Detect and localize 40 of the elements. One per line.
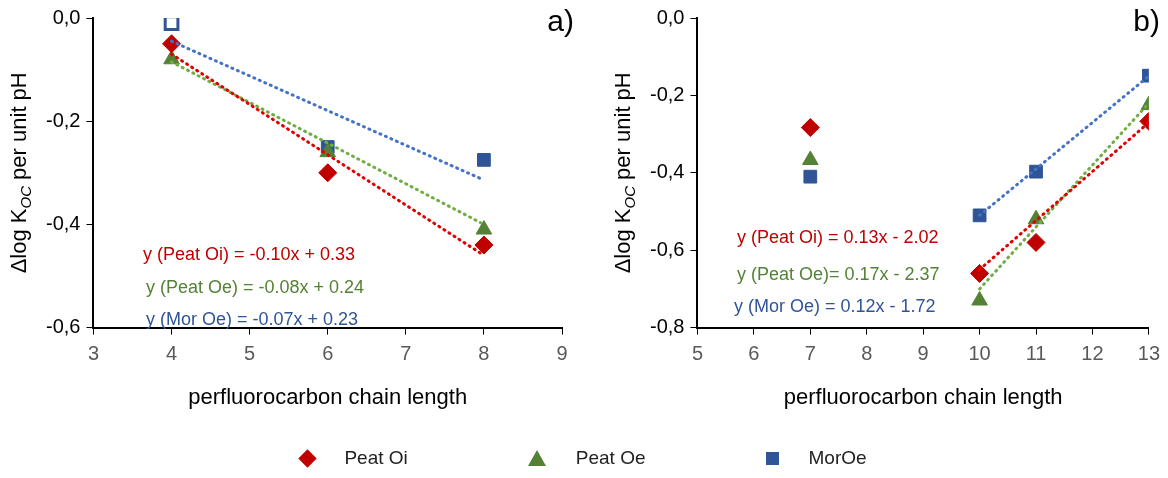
annotation: y (Mor Oe) = 0.12x - 1.72 <box>734 295 936 316</box>
x-tick-label: 5 <box>244 342 256 365</box>
y-tick-label: -0,2 <box>649 82 685 105</box>
legend-label: Peat Oi <box>344 447 408 469</box>
x-tick-label: 7 <box>400 342 412 365</box>
x-tick-label: 4 <box>165 342 178 365</box>
y-tick-label: -0,6 <box>45 315 81 338</box>
x-tick-label: 5 <box>691 342 704 365</box>
y-axis-title: Δlog KOC per unit pH <box>610 72 639 274</box>
y-tick-label: 0,0 <box>52 5 81 28</box>
y-tick-label: -0,6 <box>649 237 685 260</box>
x-tick-label: 3 <box>87 342 100 365</box>
x-tick-label: 10 <box>968 342 991 365</box>
annotation: y (Peat Oe)= 0.17x - 2.37 <box>737 263 940 284</box>
legend-label: Peat Oe <box>575 447 646 469</box>
annotation: y (Peat Oi) = 0.13x - 2.02 <box>737 226 939 247</box>
legend-label: MorOe <box>808 447 867 469</box>
annotation: b) <box>1133 4 1160 38</box>
x-tick-label: 9 <box>556 342 568 365</box>
x-tick-label: 11 <box>1025 342 1047 365</box>
x-tick-label: 6 <box>322 342 334 365</box>
annotation: y (Peat Oi) = -0.10x + 0.33 <box>143 243 356 264</box>
y-tick-label: -0,2 <box>45 108 81 131</box>
x-axis-title: perfluorocarbon chain length <box>783 383 1063 409</box>
annotation: y (Mor Oe) = -0.07x + 0.23 <box>146 308 359 329</box>
y-tick-label: 0,0 <box>656 5 685 28</box>
annotation: y (Peat Oe) = -0.08x + 0.24 <box>146 276 365 297</box>
y-axis-title: Δlog KOC per unit pH <box>6 72 35 274</box>
x-tick-label: 7 <box>804 342 816 365</box>
x-tick-label: 12 <box>1081 342 1104 365</box>
x-tick-label: 6 <box>748 342 760 365</box>
x-tick-label: 9 <box>917 342 929 365</box>
y-tick-label: -0,4 <box>45 211 81 234</box>
x-axis-title: perfluorocarbon chain length <box>188 383 468 409</box>
x-tick-label: 13 <box>1137 342 1160 365</box>
x-tick-label: 8 <box>478 342 490 365</box>
x-tick-label: 8 <box>861 342 873 365</box>
y-tick-label: -0,8 <box>649 315 685 338</box>
annotation: a) <box>547 4 574 38</box>
y-tick-label: -0,4 <box>649 160 685 183</box>
